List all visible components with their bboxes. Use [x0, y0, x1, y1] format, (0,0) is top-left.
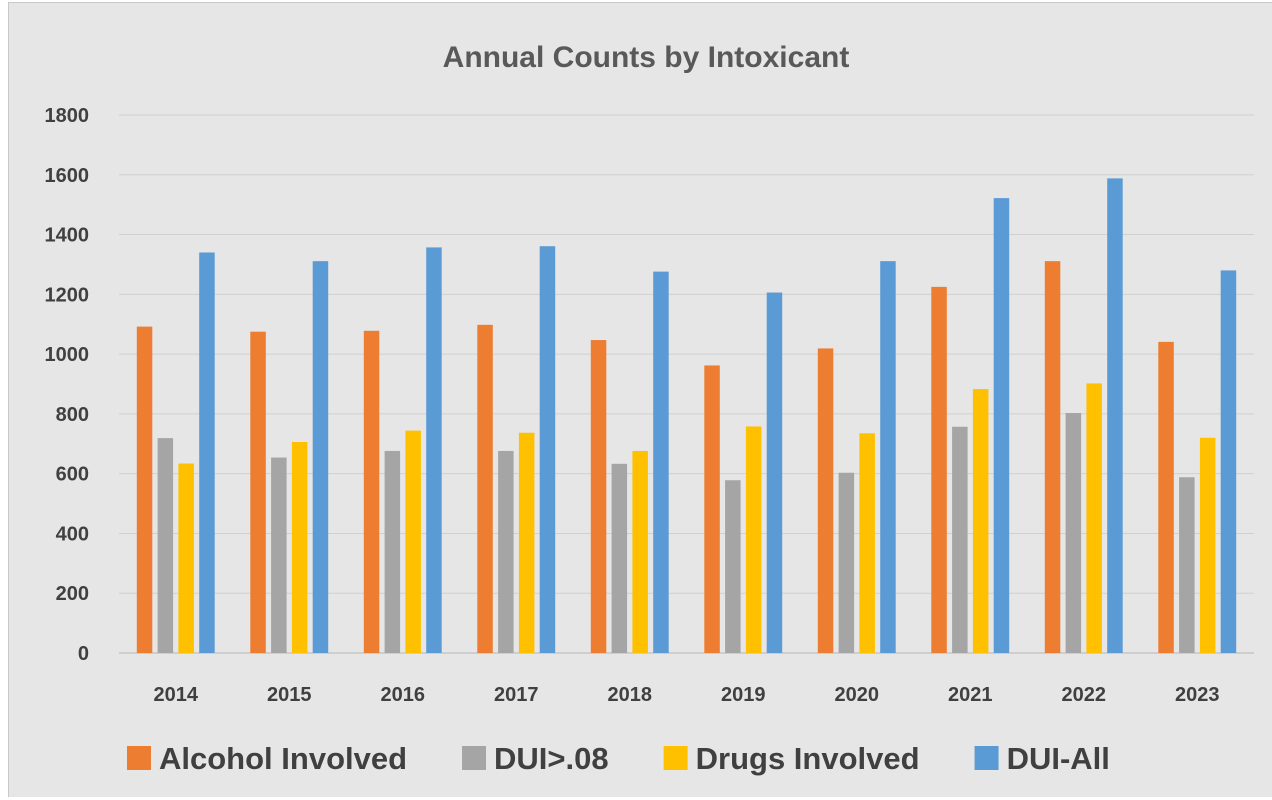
bar-dui-all-2017: [540, 246, 556, 653]
bar-dui-all-2019: [767, 293, 783, 653]
bar-drugs-involved-2018: [632, 451, 648, 653]
chart-title: Annual Counts by Intoxicant: [443, 41, 850, 74]
x-tick-label: 2021: [948, 684, 993, 706]
legend-item-dui-08: DUI>.08: [462, 741, 609, 776]
bar-drugs-involved-2021: [973, 389, 989, 653]
bar-drugs-involved-2014: [178, 464, 194, 653]
bar-alcohol-involved-2017: [477, 325, 493, 653]
legend-item-alcohol-involved: Alcohol Involved: [127, 741, 407, 776]
x-tick-label: 2023: [1175, 684, 1220, 706]
x-tick-label: 2017: [494, 684, 539, 706]
bar-drugs-involved-2020: [859, 433, 875, 653]
bar-dui-all-2018: [653, 272, 669, 653]
bar-alcohol-involved-2021: [931, 287, 947, 653]
y-tick-label: 600: [56, 464, 89, 486]
bar-layer: [137, 178, 1236, 653]
bar-drugs-involved-2023: [1200, 438, 1216, 653]
bar-dui-08-2021: [952, 427, 968, 653]
legend-label: Drugs Involved: [696, 741, 920, 776]
bar-alcohol-involved-2019: [704, 365, 720, 653]
x-tick-label: 2020: [835, 684, 880, 706]
bar-dui-08-2022: [1066, 413, 1082, 653]
bar-dui-all-2016: [426, 247, 442, 653]
bar-dui-08-2017: [498, 451, 513, 653]
x-tick-label: 2018: [608, 684, 653, 706]
bar-drugs-involved-2016: [405, 431, 421, 653]
bar-alcohol-involved-2023: [1158, 342, 1174, 653]
x-tick-label: 2015: [267, 684, 312, 706]
y-tick-label: 400: [56, 523, 89, 545]
chart-area: Annual Counts by Intoxicant 0 200 400 600 80…: [8, 2, 1272, 797]
bar-dui-all-2021: [994, 198, 1010, 653]
bar-dui-08-2018: [612, 464, 628, 653]
legend-item-dui-all: DUI-All: [975, 741, 1110, 776]
y-tick-label: 200: [56, 583, 89, 605]
grid-layer: [119, 115, 1254, 653]
legend-swatch: [975, 746, 999, 770]
legend-swatch: [127, 746, 151, 770]
legend-swatch: [462, 746, 486, 770]
bar-dui-08-2020: [839, 473, 855, 653]
bar-alcohol-involved-2018: [591, 340, 607, 653]
bar-drugs-involved-2015: [292, 442, 308, 653]
bar-dui-08-2023: [1179, 477, 1195, 653]
bar-dui-all-2020: [880, 261, 896, 653]
y-tick-label: 0: [78, 643, 89, 665]
bar-alcohol-involved-2014: [137, 327, 153, 653]
x-tick-label: 2019: [721, 684, 766, 706]
bar-alcohol-involved-2020: [818, 348, 834, 653]
y-tick-label: 1600: [45, 165, 90, 187]
x-axis-ticks: 2014 2015 2016 2017 2018 2019 2020 2021 2022 2023: [154, 684, 1220, 706]
bar-dui-all-2022: [1107, 178, 1123, 653]
x-tick-label: 2016: [381, 684, 426, 706]
bar-dui-08-2019: [725, 480, 741, 653]
bar-drugs-involved-2017: [519, 433, 535, 653]
y-axis-ticks: 0 200 400 600 800 1000 1200 1400 1600 1800: [45, 105, 90, 665]
legend-swatch: [664, 746, 688, 770]
legend-label: DUI>.08: [494, 741, 609, 776]
chart-svg: Annual Counts by Intoxicant 0 200 400 600 80…: [9, 3, 1272, 798]
bar-dui-all-2015: [313, 261, 329, 653]
bar-alcohol-involved-2022: [1045, 261, 1061, 653]
bar-dui-08-2016: [385, 451, 401, 653]
bar-dui-all-2014: [199, 252, 215, 653]
legend-label: DUI-All: [1007, 741, 1110, 776]
bar-alcohol-involved-2015: [250, 332, 265, 653]
bar-dui-all-2023: [1221, 270, 1237, 653]
bar-dui-08-2014: [158, 438, 174, 653]
legend-item-drugs-involved: Drugs Involved: [664, 741, 920, 776]
bar-drugs-involved-2019: [746, 426, 762, 653]
legend-label: Alcohol Involved: [159, 741, 407, 776]
y-tick-label: 800: [56, 404, 89, 426]
bar-dui-08-2015: [271, 458, 287, 653]
y-tick-label: 1200: [45, 284, 90, 306]
x-tick-label: 2022: [1062, 684, 1107, 706]
x-tick-label: 2014: [154, 684, 199, 706]
y-tick-label: 1800: [45, 105, 90, 127]
bar-drugs-involved-2022: [1086, 383, 1102, 653]
y-tick-label: 1000: [45, 344, 90, 366]
legend: Alcohol Involved DUI>.08 Drugs Involved DUI…: [127, 741, 1110, 776]
y-tick-label: 1400: [45, 225, 90, 247]
bar-alcohol-involved-2016: [364, 331, 380, 653]
